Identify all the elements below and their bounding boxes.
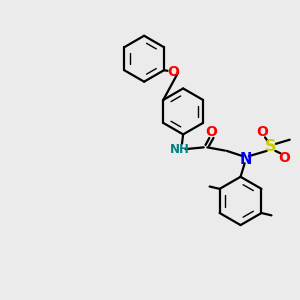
Text: O: O [205, 125, 217, 139]
Text: O: O [256, 125, 268, 139]
Text: O: O [278, 151, 290, 165]
Text: O: O [167, 65, 179, 79]
Text: NH: NH [170, 143, 190, 156]
Text: S: S [265, 139, 277, 154]
Text: N: N [240, 152, 252, 166]
